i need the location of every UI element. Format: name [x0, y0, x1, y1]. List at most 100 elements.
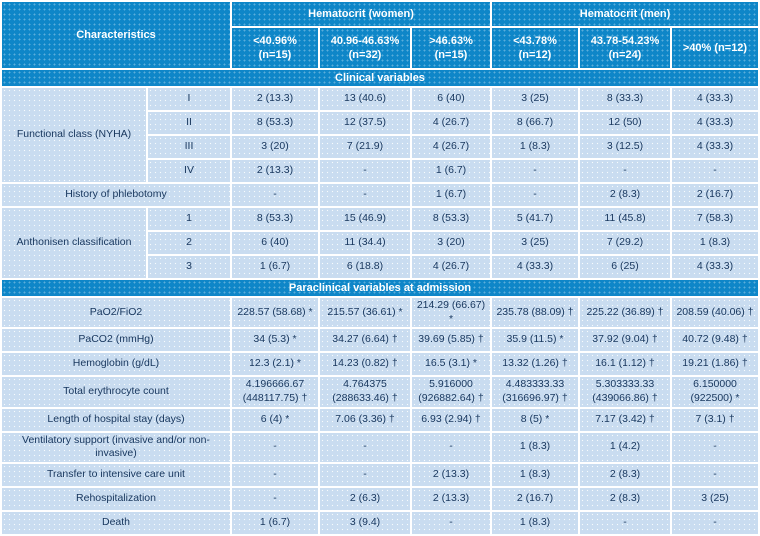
table-body: Clinical variables Functional class (NYHA…: [2, 70, 758, 534]
table-row: PaO2/FiO2 228.57 (58.68) * 215.57 (36.61) …: [2, 298, 758, 328]
value-cell: 5.916000 (926882.64) †: [412, 377, 490, 407]
value-cell: 4.764375 (288633.46) †: [320, 377, 410, 407]
value-cell: 7 (3.1) †: [672, 408, 758, 431]
value-cell: 6.93 (2.94) †: [412, 408, 490, 431]
value-cell: 1 (6.7): [412, 160, 490, 182]
value-cell: 3 (25): [492, 232, 578, 254]
value-cell: -: [320, 160, 410, 182]
row-label: Total erythrocyte count: [2, 377, 230, 407]
value-cell: 215.57 (36.61) *: [320, 298, 410, 328]
value-cell: 8 (66.7): [492, 112, 578, 134]
value-cell: -: [320, 432, 410, 462]
row-label: Hemoglobin (g/dL): [2, 353, 230, 376]
value-cell: -: [580, 160, 670, 182]
section-header: Paraclinical variables at admission: [2, 280, 758, 296]
value-cell: 228.57 (58.68) *: [232, 298, 318, 328]
sub-row-label: 1: [148, 208, 230, 230]
value-cell: 16.1 (1.12) †: [580, 353, 670, 376]
value-cell: 7 (58.3): [672, 208, 758, 230]
value-cell: 3 (12.5): [580, 136, 670, 158]
value-cell: 6.150000 (922500) *: [672, 377, 758, 407]
value-cell: 6 (25): [580, 256, 670, 278]
row-label: PaCO2 (mmHg): [2, 329, 230, 352]
value-cell: 1 (4.2): [580, 432, 670, 462]
row-label: PaO2/FiO2: [2, 298, 230, 328]
value-cell: 208.59 (40.06) †: [672, 298, 758, 328]
value-cell: -: [232, 184, 318, 206]
value-cell: 6 (4) *: [232, 408, 318, 431]
value-cell: 8 (33.3): [580, 88, 670, 110]
value-cell: -: [320, 184, 410, 206]
sub-row-label: IV: [148, 160, 230, 182]
table-row: Anthonisen classification 1 8 (53.3) 15 (46…: [2, 208, 758, 278]
value-cell: 1 (6.7): [232, 256, 318, 278]
column-header-women-high: >46.63% (n=15): [412, 28, 490, 68]
value-cell: -: [412, 511, 490, 534]
value-cell: -: [672, 432, 758, 462]
value-cell: -: [412, 432, 490, 462]
value-cell: -: [492, 160, 578, 182]
value-cell: 4 (33.3): [672, 256, 758, 278]
table-row: Hemoglobin (g/dL) 12.3 (2.1) * 14.23 (0.82…: [2, 353, 758, 376]
characteristics-header: Characteristics: [2, 2, 230, 68]
row-label: Length of hospital stay (days): [2, 408, 230, 431]
value-cell: 1 (8.3): [492, 432, 578, 462]
value-cell: 34 (5.3) *: [232, 329, 318, 352]
value-cell: 3 (25): [492, 88, 578, 110]
value-cell: 5.303333.33 (439066.86) †: [580, 377, 670, 407]
value-cell: 12.3 (2.1) *: [232, 353, 318, 376]
value-cell: 1 (8.3): [492, 463, 578, 486]
table-row: III 3 (20) 7 (21.9) 4 (26.7) 1 (8.3) 3 (12.5)…: [2, 136, 758, 158]
value-cell: 16.5 (3.1) *: [412, 353, 490, 376]
value-cell: 3 (9.4): [320, 511, 410, 534]
value-cell: 1 (6.7): [232, 511, 318, 534]
value-cell: 34.27 (6.64) †: [320, 329, 410, 352]
row-label: Transfer to intensive care unit: [2, 463, 230, 486]
value-cell: 8 (53.3): [232, 112, 318, 134]
value-cell: 1 (8.3): [672, 232, 758, 254]
value-cell: 4 (33.3): [672, 112, 758, 134]
table-row: II 8 (53.3) 12 (37.5) 4 (26.7) 8 (66.7) 12 (5…: [2, 112, 758, 134]
row-label: Ventilatory support (invasive and/or non…: [2, 432, 230, 462]
value-cell: 4 (26.7): [412, 256, 490, 278]
value-cell: 235.78 (88.09) †: [492, 298, 578, 328]
value-cell: 214.29 (66.67) *: [412, 298, 490, 328]
value-cell: 2 (8.3): [580, 463, 670, 486]
value-cell: 14.23 (0.82) †: [320, 353, 410, 376]
value-cell: 2 (16.7): [672, 184, 758, 206]
column-header-men-low: <43.78% (n=12): [492, 28, 578, 68]
value-cell: 13 (40.6): [320, 88, 410, 110]
value-cell: 12 (50): [580, 112, 670, 134]
value-cell: 2 (6.3): [320, 487, 410, 510]
value-cell: 39.69 (5.85) †: [412, 329, 490, 352]
value-cell: 3 (20): [412, 232, 490, 254]
value-cell: 40.72 (9.48) †: [672, 329, 758, 352]
value-cell: -: [580, 511, 670, 534]
value-cell: -: [672, 160, 758, 182]
value-cell: 2 (13.3): [232, 160, 318, 182]
value-cell: -: [672, 463, 758, 486]
value-cell: 4 (33.3): [492, 256, 578, 278]
sub-row-label: II: [148, 112, 230, 134]
sub-row-label: 2: [148, 232, 230, 254]
table-row: History of phlebotomy - -1 (6.7) -2 (8.3) 2 …: [2, 184, 758, 206]
group-header-hematocrit-women: Hematocrit (women): [232, 2, 490, 26]
table-row: Total erythrocyte count 4.196666.67 (4481…: [2, 377, 758, 407]
row-label: Death: [2, 511, 230, 534]
column-header-women-mid: 40.96-46.63% (n=32): [320, 28, 410, 68]
value-cell: 8 (5) *: [492, 408, 578, 431]
table-row: Length of hospital stay (days) 6 (4) * 7.0…: [2, 408, 758, 431]
value-cell: 4 (26.7): [412, 112, 490, 134]
value-cell: 2 (13.3): [412, 463, 490, 486]
value-cell: 7 (21.9): [320, 136, 410, 158]
value-cell: 11 (34.4): [320, 232, 410, 254]
value-cell: 225.22 (36.89) †: [580, 298, 670, 328]
value-cell: -: [672, 511, 758, 534]
value-cell: 1 (8.3): [492, 511, 578, 534]
table-row: Functional class (NYHA) I 2 (13.3) 13 (40.6…: [2, 88, 758, 182]
table-row: Death 1 (6.7) 3 (9.4) -1 (8.3) - -: [2, 511, 758, 534]
row-label: Functional class (NYHA): [2, 88, 146, 182]
value-cell: 7 (29.2): [580, 232, 670, 254]
